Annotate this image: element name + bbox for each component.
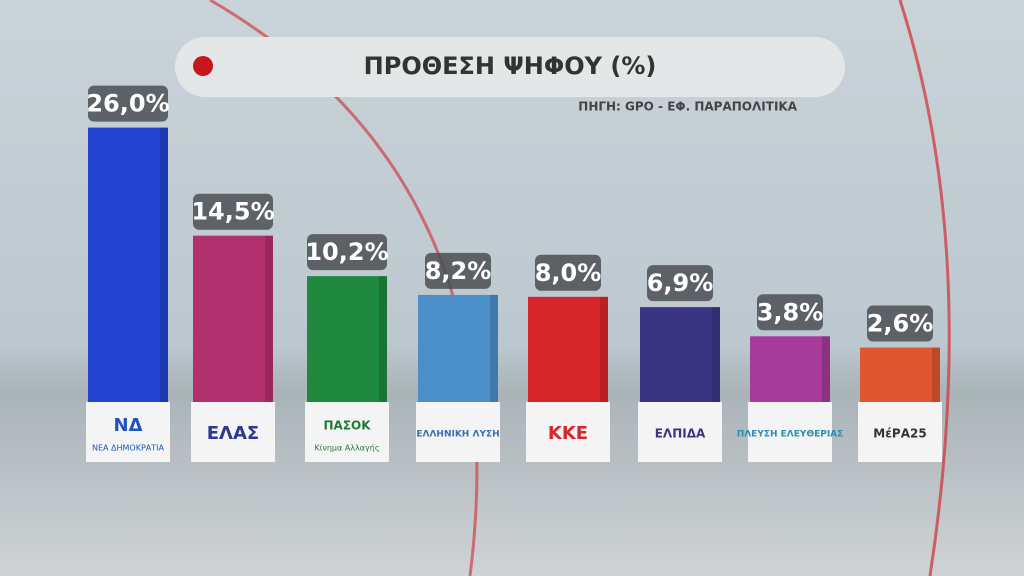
value-label-bg xyxy=(307,234,387,271)
title-bar xyxy=(175,37,845,97)
category-label: ΚΚΕ xyxy=(548,423,588,444)
bar xyxy=(88,127,168,402)
value-label-bg xyxy=(88,85,168,122)
value-label: 3,8% xyxy=(757,298,824,326)
value-label-bg xyxy=(193,193,273,230)
category-label: ΝΔ xyxy=(114,415,143,436)
bar xyxy=(307,276,387,402)
bar-side xyxy=(600,296,608,402)
category-sublabel: Κίνημα Αλλαγής xyxy=(314,444,379,453)
source: ΠΗΓΗ: GPO - ΕΦ. ΠΑΡΑΠΟΛΙΤΙΚΑ xyxy=(578,100,797,114)
logo-box xyxy=(191,402,275,462)
decor-arc xyxy=(898,0,951,576)
chart-title: ΠΡΟΘΕΣΗ ΨΗΦΟΥ (%) xyxy=(364,52,657,80)
bar xyxy=(528,296,608,402)
bar xyxy=(750,336,830,402)
logo-box xyxy=(638,402,722,462)
bar-side xyxy=(932,347,940,402)
value-label-bg xyxy=(867,305,933,342)
value-label: 10,2% xyxy=(305,238,388,266)
logo-box xyxy=(86,402,170,462)
value-label: 2,6% xyxy=(867,310,934,338)
category-label: ΕΛΛΗΝΙΚΗ ΛΥΣΗ xyxy=(416,430,499,440)
bar-side xyxy=(379,276,387,402)
bar-side xyxy=(712,307,720,402)
value-label-bg xyxy=(425,252,491,289)
value-label-bg xyxy=(535,254,601,291)
value-label-bg xyxy=(647,265,713,302)
category-label: ΠΑΣΟΚ xyxy=(323,419,371,433)
value-label-bg xyxy=(757,294,823,331)
bar-side xyxy=(822,336,830,402)
value-label: 8,0% xyxy=(535,259,602,287)
bar-side xyxy=(265,235,273,402)
logo-box xyxy=(526,402,610,462)
bar xyxy=(640,307,720,402)
category-label: ΠΛΕΥΣΗ ΕΛΕΥΘΕΡΙΑΣ xyxy=(737,430,844,440)
logo-box xyxy=(858,402,942,462)
value-label: 14,5% xyxy=(191,198,274,226)
value-label: 8,2% xyxy=(425,257,492,285)
bar-side xyxy=(160,127,168,402)
bar-side xyxy=(490,294,498,402)
bar xyxy=(418,294,498,402)
category-label: ΕΛΑΣ xyxy=(207,423,259,444)
category-label: ΜέΡΑ25 xyxy=(873,427,926,441)
value-label: 26,0% xyxy=(86,90,169,118)
title-dot xyxy=(193,56,213,76)
bar xyxy=(193,235,273,402)
value-label: 6,9% xyxy=(647,269,714,297)
bar xyxy=(860,347,940,402)
category-label: ΕΛΠΙΔΑ xyxy=(655,427,706,441)
logo-box xyxy=(748,402,832,462)
category-sublabel: ΝΕΑ ΔΗΜΟΚΡΑΤΙΑ xyxy=(92,444,165,453)
logo-box xyxy=(416,402,500,462)
logo-box xyxy=(305,402,389,462)
